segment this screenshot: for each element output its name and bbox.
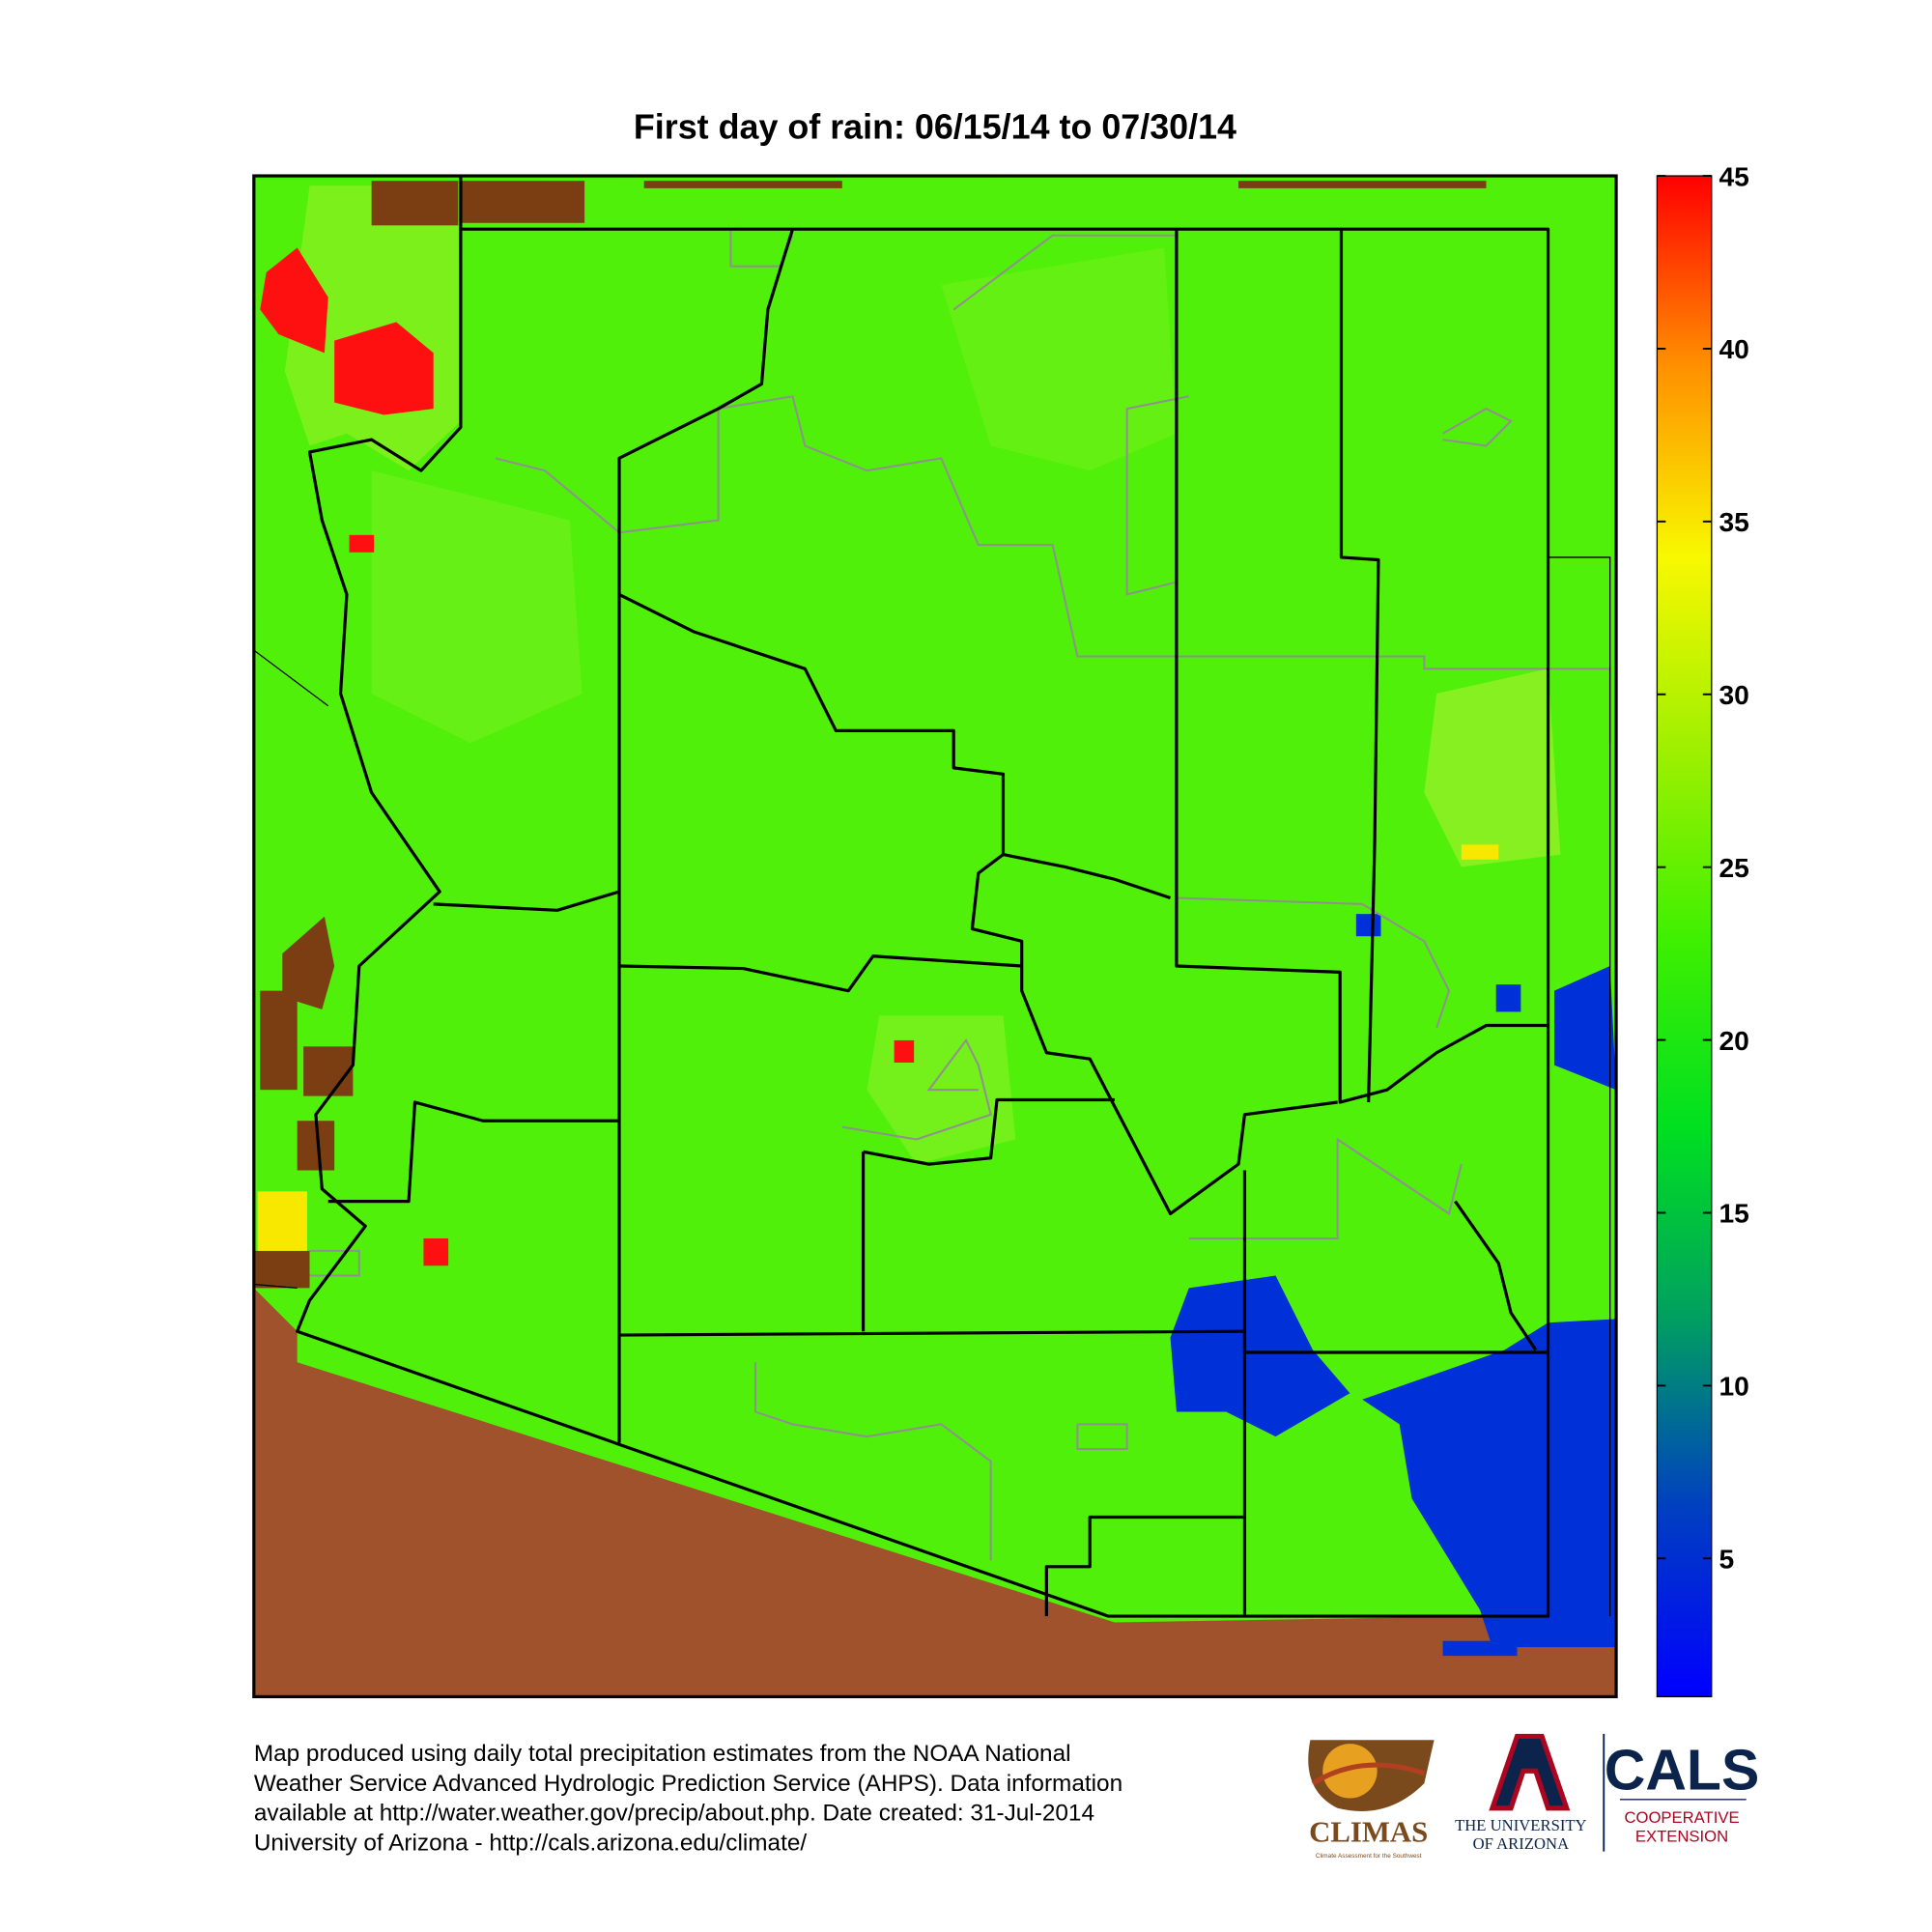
ua-logo: THE UNIVERSITY OF ARIZONA [1455, 1733, 1587, 1853]
map-title: First day of rain: 06/15/14 to 07/30/14 [634, 108, 1236, 147]
extension-line: COOPERATIVE [1624, 1808, 1739, 1827]
cals-logo: CALS COOPERATIVE EXTENSION [1605, 1740, 1760, 1846]
footer: Map produced using daily total precipita… [254, 1741, 1122, 1856]
footer-line: available at http://water.weather.gov/pr… [254, 1801, 1094, 1827]
logos: CLIMAS Climate Assessment for the Southw… [1308, 1733, 1760, 1860]
colorbar-tick-label: 10 [1719, 1371, 1748, 1402]
colorbar-tick-label: 5 [1719, 1544, 1734, 1575]
footer-line: University of Arizona - http://cals.ariz… [254, 1830, 808, 1856]
colorbar: 5 10 15 20 25 30 35 40 45 [1656, 160, 1749, 1698]
colorbar-tick-label: 30 [1719, 679, 1748, 710]
colorbar-tick-label: 45 [1719, 160, 1748, 191]
university-line: OF ARIZONA [1473, 1834, 1569, 1853]
colorbar-tick-label: 25 [1719, 852, 1748, 883]
colorbar-tick-label: 20 [1719, 1025, 1748, 1056]
cals-name: CALS [1605, 1740, 1760, 1803]
colorbar-tick-label: 15 [1719, 1198, 1748, 1229]
climas-logo: CLIMAS Climate Assessment for the Southw… [1308, 1740, 1435, 1860]
climas-name: CLIMAS [1309, 1815, 1428, 1848]
map [253, 176, 1617, 1697]
climas-tagline: Climate Assessment for the Southwest [1316, 1853, 1422, 1860]
footer-line: Weather Service Advanced Hydrologic Pred… [254, 1771, 1122, 1797]
colorbar-tick-label: 35 [1719, 506, 1748, 537]
colorbar-tick-label: 40 [1719, 333, 1748, 364]
extension-line: EXTENSION [1635, 1827, 1728, 1845]
university-line: THE UNIVERSITY [1455, 1816, 1586, 1834]
footer-line: Map produced using daily total precipita… [254, 1741, 1071, 1767]
colorbar-scale [1656, 175, 1713, 1698]
map-frame [252, 174, 1618, 1699]
